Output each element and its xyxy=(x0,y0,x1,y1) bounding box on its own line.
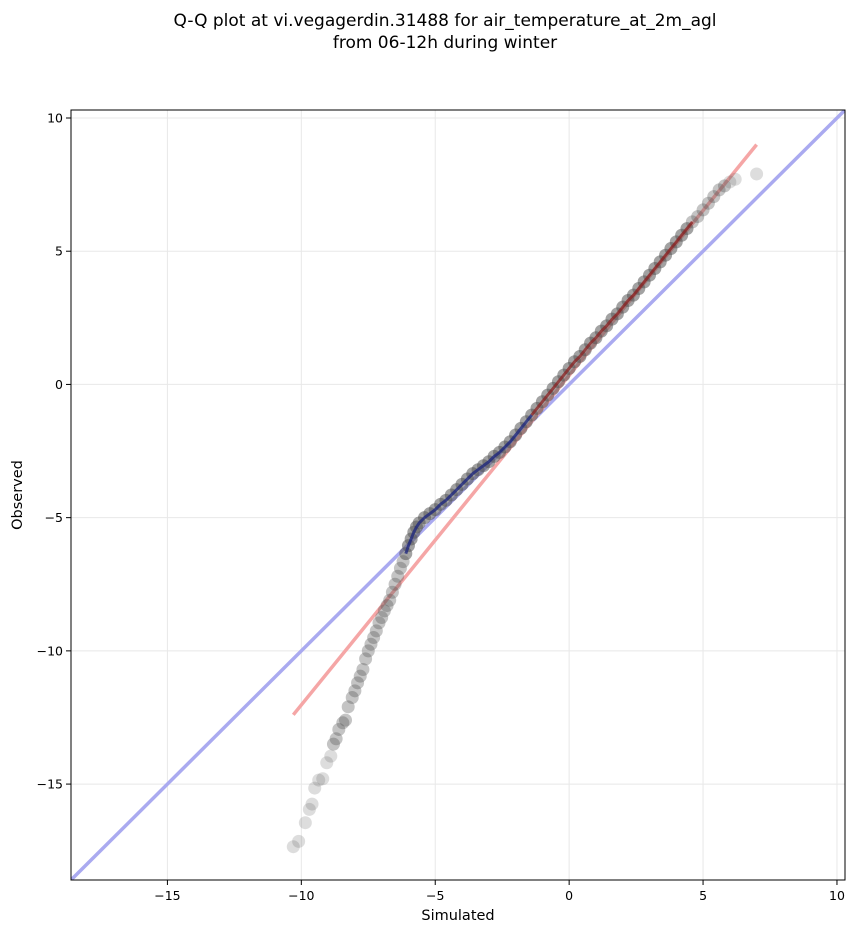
qq-point xyxy=(393,561,407,575)
qq-point xyxy=(701,196,715,210)
qq-point xyxy=(345,690,359,704)
qq-point xyxy=(341,700,355,714)
qq-point xyxy=(367,631,381,645)
y-tick-label: −5 xyxy=(45,510,63,525)
y-tick-label: −15 xyxy=(37,777,63,792)
x-tick-label: −10 xyxy=(288,888,314,903)
qq-point xyxy=(707,190,721,204)
plot-area-frame xyxy=(70,109,846,881)
grid-lines xyxy=(71,110,845,880)
y-tick-label: 5 xyxy=(55,244,63,259)
qq-point xyxy=(339,713,353,727)
x-axis-ticks: −15 −10 −5 0 5 10 xyxy=(154,880,845,903)
x-tick-label: 10 xyxy=(829,888,845,903)
qq-point xyxy=(375,611,389,625)
qq-point xyxy=(728,172,742,186)
qq-point xyxy=(372,616,386,630)
qq-point xyxy=(391,569,405,583)
qq-point xyxy=(691,210,705,224)
central-overlay-red xyxy=(530,220,694,417)
qq-point xyxy=(750,167,764,181)
central-overlay-blue xyxy=(404,414,533,555)
qq-point xyxy=(326,737,340,751)
qq-point xyxy=(348,684,362,698)
x-tick-label: −5 xyxy=(426,888,444,903)
x-tick-label: 0 xyxy=(565,888,573,903)
qq-point xyxy=(359,652,373,666)
qq-point xyxy=(723,175,737,189)
qq-point xyxy=(369,624,383,638)
qq-point xyxy=(298,816,312,830)
y-tick-label: 10 xyxy=(47,110,63,125)
y-tick-label: −10 xyxy=(37,643,63,658)
qq-point xyxy=(302,802,316,816)
y-axis-ticks: −15 −10 −5 0 5 10 xyxy=(37,110,71,792)
qq-point xyxy=(320,756,334,770)
qq-point xyxy=(377,604,391,618)
qq-point xyxy=(292,834,306,848)
qq-point xyxy=(329,732,343,746)
qq-points xyxy=(286,167,764,854)
qq-point xyxy=(353,669,367,683)
qq-point xyxy=(717,179,731,193)
qq-point xyxy=(308,781,322,795)
qq-point xyxy=(696,203,710,217)
qq-point xyxy=(351,676,365,690)
qq-point xyxy=(383,593,397,607)
qq-point xyxy=(356,663,370,677)
chart-title-line-1: Q-Q plot at vi.vegagerdin.31488 for air_… xyxy=(173,11,716,31)
qq-point xyxy=(712,183,726,197)
qq-point xyxy=(361,644,375,658)
qq-point xyxy=(316,772,330,786)
qq-point xyxy=(364,637,378,651)
qq-point xyxy=(312,773,326,787)
qq-point xyxy=(286,840,300,854)
qq-point xyxy=(385,585,399,599)
y-tick-label: 0 xyxy=(55,377,63,392)
y-axis-label: Observed xyxy=(10,460,26,530)
qq-point xyxy=(324,749,338,763)
central-overlay xyxy=(404,220,694,555)
qq-point xyxy=(336,716,350,730)
qq-point xyxy=(332,722,346,736)
qq-point xyxy=(388,577,402,591)
qq-point xyxy=(380,599,394,613)
x-tick-label: −15 xyxy=(154,888,180,903)
x-axis-label: Simulated xyxy=(421,908,494,924)
x-tick-label: 5 xyxy=(699,888,707,903)
qq-point xyxy=(305,797,319,811)
chart-title-line-2: from 06-12h during winter xyxy=(333,33,557,53)
